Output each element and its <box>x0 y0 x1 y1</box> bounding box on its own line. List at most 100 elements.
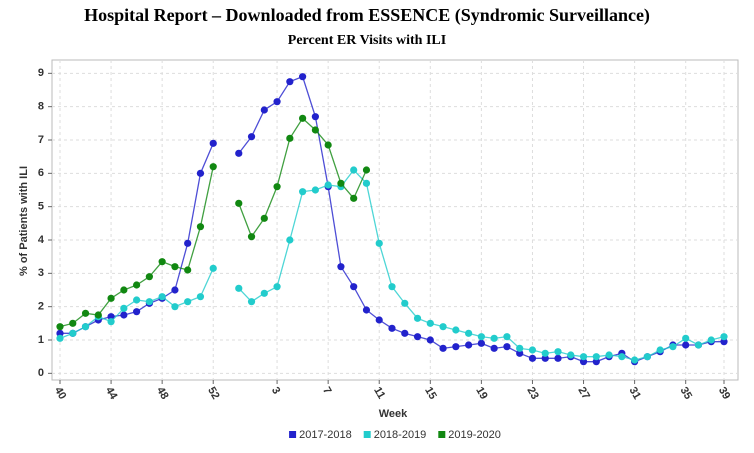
data-point <box>350 166 358 174</box>
chart-subtitle: Percent ER Visits with ILI <box>288 33 446 48</box>
data-point <box>452 326 460 334</box>
data-point <box>465 329 473 337</box>
data-point <box>592 358 600 366</box>
data-point <box>362 179 371 187</box>
legend-swatch <box>363 431 371 438</box>
data-point <box>235 199 243 207</box>
data-point <box>413 333 422 341</box>
data-point <box>158 258 166 266</box>
data-point <box>401 329 409 337</box>
data-point <box>235 149 243 157</box>
data-point <box>452 343 460 351</box>
legend-label: 2018-2019 <box>374 429 427 441</box>
data-point <box>299 188 307 196</box>
data-point <box>426 319 434 327</box>
data-point <box>439 323 447 331</box>
data-point <box>260 106 268 114</box>
data-point <box>720 333 728 341</box>
data-point <box>694 341 703 349</box>
plot-frame <box>51 59 739 381</box>
data-point <box>656 346 664 354</box>
x-tick-label: 48 <box>154 385 171 402</box>
legend-swatch <box>289 431 297 438</box>
data-point <box>184 239 192 247</box>
data-point <box>567 351 575 359</box>
x-tick-label: 40 <box>52 385 69 402</box>
data-point <box>171 286 179 294</box>
data-point <box>196 223 205 231</box>
data-point <box>579 353 588 361</box>
data-point <box>477 333 485 341</box>
data-point <box>477 339 485 347</box>
data-point <box>145 298 153 306</box>
data-point <box>631 356 639 364</box>
data-point <box>273 98 281 106</box>
data-point <box>299 73 307 81</box>
data-point <box>184 266 192 274</box>
data-point <box>133 296 141 304</box>
data-point <box>311 186 319 194</box>
data-point <box>247 233 256 241</box>
data-point <box>605 351 613 359</box>
data-point <box>120 311 128 319</box>
x-tick-label: 11 <box>371 385 387 401</box>
data-point <box>81 323 90 331</box>
data-point <box>120 304 128 312</box>
data-point <box>311 126 319 134</box>
data-point <box>107 318 115 326</box>
data-point <box>56 323 64 331</box>
data-point <box>579 358 588 366</box>
data-point <box>490 344 498 352</box>
data-point <box>350 283 358 291</box>
series-line <box>60 75 724 363</box>
data-point <box>682 341 690 349</box>
data-point <box>439 344 447 352</box>
data-point <box>196 293 205 301</box>
y-tick-label: 2 <box>38 301 44 313</box>
data-point <box>324 141 332 149</box>
data-point <box>554 354 562 362</box>
x-tick-label: 31 <box>627 385 644 402</box>
data-point <box>516 349 524 357</box>
x-axis-title: Week <box>379 408 408 420</box>
data-point <box>273 183 281 191</box>
y-tick-label: 7 <box>38 134 44 146</box>
x-tick-label: 7 <box>320 385 333 396</box>
data-point <box>707 336 715 344</box>
data-point <box>184 298 192 306</box>
y-tick-label: 9 <box>38 67 44 79</box>
data-point <box>528 354 537 362</box>
data-point <box>247 298 256 306</box>
data-point <box>94 311 102 319</box>
data-point <box>247 133 256 141</box>
data-point <box>56 334 64 342</box>
data-point <box>286 134 294 142</box>
data-point <box>541 349 549 357</box>
data-point <box>426 336 434 344</box>
data-point <box>413 314 422 322</box>
x-tick-label: 39 <box>716 385 733 402</box>
data-point <box>375 316 383 324</box>
data-point <box>107 313 115 321</box>
x-tick-label: 15 <box>422 385 439 402</box>
data-point <box>273 283 281 291</box>
data-point <box>299 114 307 122</box>
x-tick-label: 44 <box>103 385 120 402</box>
data-point <box>286 236 294 244</box>
data-point <box>465 341 473 349</box>
data-point <box>401 299 409 307</box>
x-tick-label: 23 <box>524 385 541 402</box>
data-point <box>388 324 396 332</box>
y-tick-label: 1 <box>38 334 44 346</box>
data-point <box>311 113 319 121</box>
data-point <box>209 264 217 272</box>
x-tick-label: 19 <box>473 385 490 402</box>
data-point <box>375 239 383 247</box>
data-point <box>107 294 115 302</box>
data-point <box>350 194 358 202</box>
data-point <box>490 334 498 342</box>
data-point <box>260 214 268 222</box>
data-point <box>196 169 205 177</box>
data-point <box>120 286 128 294</box>
